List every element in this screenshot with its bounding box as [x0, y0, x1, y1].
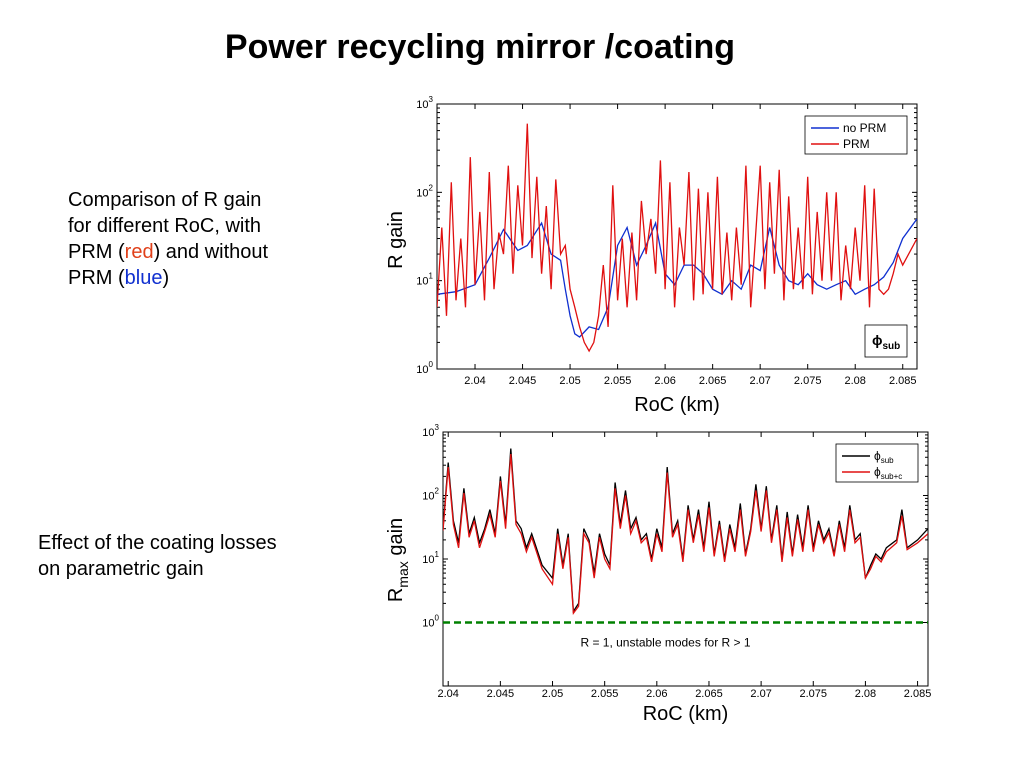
y-tick-label: 101 [416, 272, 433, 288]
x-tick-label: 2.04 [464, 375, 485, 387]
x-tick-label: 2.065 [699, 375, 727, 387]
x-tick-label: 2.05 [542, 688, 563, 700]
y-axis-label: R gain [385, 211, 407, 269]
caption-line: PRM (red) and without [68, 239, 348, 265]
legend-box [835, 443, 919, 483]
x-tick-label: 2.06 [646, 688, 667, 700]
x-tick-label: 2.08 [845, 375, 866, 387]
phi-box-label: ϕsub [872, 332, 900, 352]
phi-box [864, 324, 908, 358]
x-tick-label: 2.045 [509, 375, 537, 387]
legend-label-2: PRM [843, 137, 870, 151]
x-tick-label: 2.08 [855, 688, 876, 700]
series-line-2 [437, 123, 917, 353]
caption-text: PRM ( [68, 267, 125, 289]
y-tick-label: 100 [422, 614, 439, 630]
x-tick-label: 2.07 [749, 375, 770, 387]
series-line-2 [443, 453, 928, 615]
legend-label-1: ϕsub [874, 449, 894, 465]
x-tick-label: 2.04 [438, 688, 459, 700]
legend: no PRM PRM [804, 115, 908, 155]
caption-red-word: red [124, 241, 154, 263]
x-axis-label: RoC (km) [634, 394, 720, 416]
y-tick-label: 102 [416, 183, 433, 199]
caption-text: ) and without [153, 241, 269, 263]
y-tick-label: 103 [422, 423, 439, 439]
caption-comparison: Comparison of R gain for different RoC, … [68, 187, 348, 291]
chart-1: 2.04 2.045 2.05 2.055 2.06 2.065 2.07 2.075 2.08… [385, 103, 918, 416]
x-tick-label: 2.065 [695, 688, 723, 700]
caption-coating: Effect of the coating losses on parametr… [38, 530, 368, 582]
y-tick-label: 100 [416, 360, 433, 376]
x-tick-label: 2.055 [591, 688, 619, 700]
legend-label-2: ϕsub+c [874, 465, 902, 481]
threshold-annotation: R = 1, unstable modes for R > 1 [580, 636, 750, 650]
x-tick-label: 2.085 [904, 688, 932, 700]
series-group [437, 123, 917, 353]
series-group [443, 448, 928, 615]
x-tick-label: 2.085 [889, 375, 917, 387]
slide-title: Power recycling mirror /coating [224, 28, 736, 66]
legend-label-1: no PRM [843, 121, 886, 135]
caption-line: on parametric gain [38, 558, 204, 580]
x-tick-label: 2.06 [654, 375, 675, 387]
y-tick-label: 102 [422, 487, 439, 503]
x-tick-label: 2.045 [487, 688, 515, 700]
caption-blue-word: blue [124, 267, 163, 289]
x-tick-label: 2.075 [800, 688, 828, 700]
chart-2: 2.04 2.045 2.05 2.055 2.06 2.065 2.07 2.075 2.08… [385, 431, 932, 725]
y-tick-label: 101 [422, 550, 439, 566]
caption-text: PRM ( [68, 241, 125, 263]
x-tick-label: 2.07 [750, 688, 771, 700]
caption-line: PRM (blue) [68, 265, 348, 291]
caption-line: Comparison of R gain [68, 189, 262, 211]
y-tick-label: 103 [416, 95, 433, 111]
x-axis-label: RoC (km) [643, 703, 729, 725]
caption-text: ) [162, 267, 170, 289]
y-axis-label: Rmax gain [385, 518, 411, 602]
legend-box [804, 115, 908, 155]
x-tick-label: 2.075 [794, 375, 822, 387]
caption-line: Effect of the coating losses [38, 532, 277, 554]
caption-line: for different RoC, with [68, 215, 262, 237]
x-tick-label: 2.055 [604, 375, 632, 387]
x-tick-label: 2.05 [559, 375, 580, 387]
